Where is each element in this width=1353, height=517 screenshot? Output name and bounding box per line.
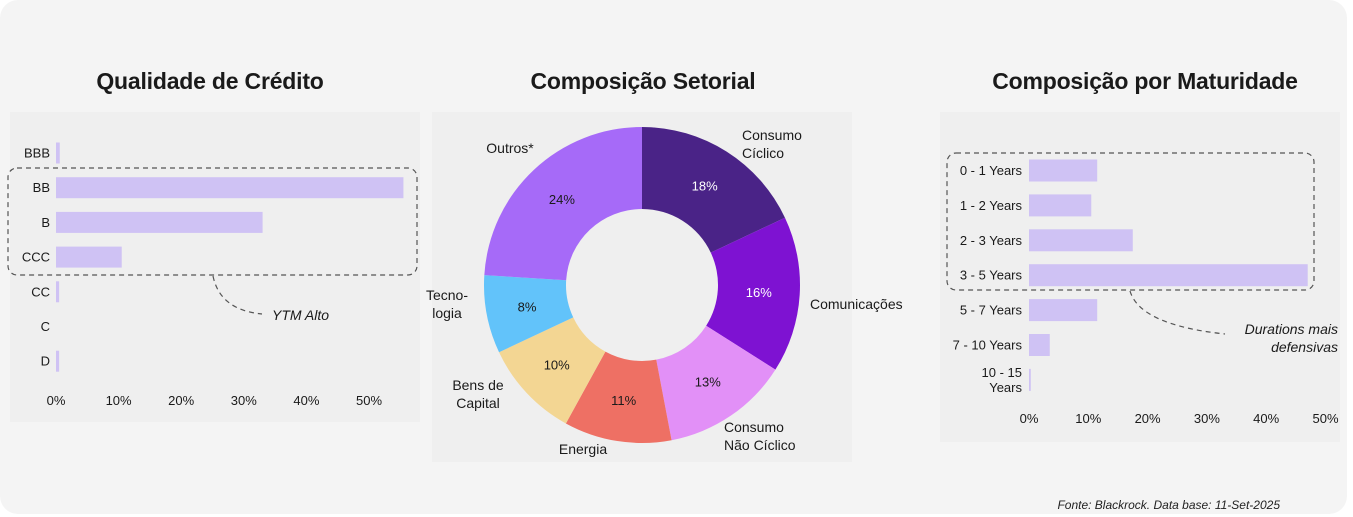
credit-bar xyxy=(56,246,122,268)
sector-value-label: 18% xyxy=(692,179,718,194)
sector-slice xyxy=(565,351,672,443)
credit-chart-title: Qualidade de Crédito xyxy=(96,68,324,94)
sector-slice xyxy=(642,127,785,253)
credit-bar xyxy=(56,281,60,303)
maturity-category-label: 0 - 1 Years xyxy=(960,163,1023,178)
maturity-highlight-box xyxy=(946,152,1315,291)
credit-x-tick-label: 20% xyxy=(168,393,194,408)
maturity-bar xyxy=(1029,299,1098,322)
maturity-annotation-label: Durations mais defensivas xyxy=(1245,321,1338,355)
maturity-x-tick-label: 0% xyxy=(1020,411,1039,426)
credit-category-label: BBB xyxy=(24,146,50,161)
sector-name-label: Bens de Capital xyxy=(452,377,504,411)
maturity-bar xyxy=(1029,194,1092,217)
sector-name-label: Consumo Cíclico xyxy=(742,127,802,161)
credit-x-tick-label: 50% xyxy=(356,393,382,408)
credit-annotation-label: YTM Alto xyxy=(272,307,329,323)
sector-value-label: 13% xyxy=(695,374,721,389)
credit-annotation-connector xyxy=(212,275,263,315)
sector-slice xyxy=(656,325,776,441)
maturity-category-label: 1 - 2 Years xyxy=(960,198,1023,213)
sector-chart-title: Composição Setorial xyxy=(530,68,756,94)
maturity-chart-title: Composição por Maturidade xyxy=(992,68,1298,94)
maturity-annotation-connector xyxy=(1129,290,1226,335)
sector-slice xyxy=(484,127,642,281)
sector-slice xyxy=(499,317,606,424)
credit-bar xyxy=(56,142,60,164)
credit-category-label: BB xyxy=(33,180,50,195)
credit-bar xyxy=(56,211,263,233)
maturity-category-label: 3 - 5 Years xyxy=(960,268,1023,283)
credit-highlight-box xyxy=(7,167,418,276)
sector-name-label: Comunicações xyxy=(810,296,903,312)
sector-value-label: 11% xyxy=(611,393,636,408)
sector-value-label: 24% xyxy=(549,192,575,207)
source-footnote: Fonte: Blackrock. Data base: 11-Set-2025 xyxy=(1057,498,1280,512)
credit-x-tick-label: 40% xyxy=(293,393,319,408)
credit-category-label: CCC xyxy=(22,250,50,265)
sector-name-label: Outros* xyxy=(486,140,534,156)
sector-slice xyxy=(484,275,574,353)
sector-name-label: Consumo Não Cíclico xyxy=(724,419,796,453)
maturity-x-tick-label: 20% xyxy=(1135,411,1161,426)
sector-name-label: Tecno-logia xyxy=(426,287,468,321)
maturity-bar xyxy=(1029,368,1031,391)
maturity-category-label: 2 - 3 Years xyxy=(960,233,1023,248)
maturity-category-label: 7 - 10 Years xyxy=(953,338,1023,353)
credit-bar xyxy=(56,177,404,199)
maturity-x-tick-label: 50% xyxy=(1312,411,1338,426)
maturity-bar xyxy=(1029,159,1098,182)
credit-x-tick-label: 10% xyxy=(106,393,132,408)
credit-category-label: C xyxy=(41,319,50,334)
maturity-x-tick-label: 40% xyxy=(1253,411,1279,426)
credit-bar xyxy=(56,350,60,372)
credit-x-tick-label: 0% xyxy=(47,393,66,408)
sector-value-label: 8% xyxy=(518,299,537,314)
maturity-category-label: 10 - 15 Years xyxy=(982,365,1023,395)
maturity-bar xyxy=(1029,334,1050,356)
maturity-bar xyxy=(1029,264,1308,287)
credit-category-label: D xyxy=(41,354,50,369)
sector-slice xyxy=(706,217,800,370)
sector-value-label: 10% xyxy=(544,358,570,373)
sector-value-label: 16% xyxy=(746,285,772,300)
maturity-category-label: 5 - 7 Years xyxy=(960,303,1023,318)
credit-x-tick-label: 30% xyxy=(231,393,257,408)
sector-name-label: Energia xyxy=(559,441,607,457)
maturity-x-tick-label: 30% xyxy=(1194,411,1220,426)
credit-category-label: B xyxy=(41,215,50,230)
credit-category-label: CC xyxy=(31,284,50,299)
maturity-x-tick-label: 10% xyxy=(1075,411,1101,426)
maturity-bar xyxy=(1029,229,1133,252)
